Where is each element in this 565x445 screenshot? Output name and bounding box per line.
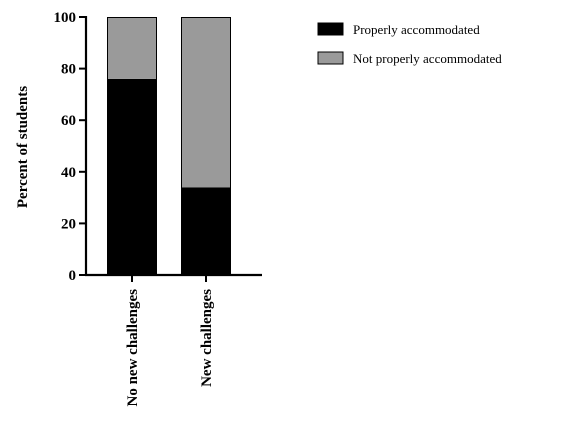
y-tick-label-40: 40 (61, 165, 76, 181)
y-tick-label-20: 20 (61, 216, 76, 232)
bar-segment-not-properly-2 (181, 17, 231, 188)
bar-segment-properly-1 (107, 78, 157, 275)
y-axis-title: Percent of students (15, 86, 31, 208)
legend-label-not-properly: Not properly accommodated (353, 51, 502, 66)
legend: Properly accommodated Not properly accomm… (317, 22, 502, 66)
legend-swatch-not-properly (317, 51, 344, 65)
x-tick-label-1: No new challenges (125, 289, 141, 407)
bar-segment-not-properly-1 (107, 17, 157, 79)
plot-area: 0 20 40 60 80 100 No new challenges New challen… (54, 10, 262, 407)
y-tick-label-100: 100 (54, 10, 77, 26)
bar-segment-properly-2 (181, 187, 231, 275)
y-tick-label-80: 80 (61, 62, 76, 78)
y-tick-label-60: 60 (61, 113, 76, 129)
legend-label-properly: Properly accommodated (353, 22, 480, 37)
y-tick-label-0: 0 (69, 268, 77, 284)
x-tick-label-2: New challenges (199, 289, 215, 387)
legend-swatch-properly (317, 22, 344, 36)
